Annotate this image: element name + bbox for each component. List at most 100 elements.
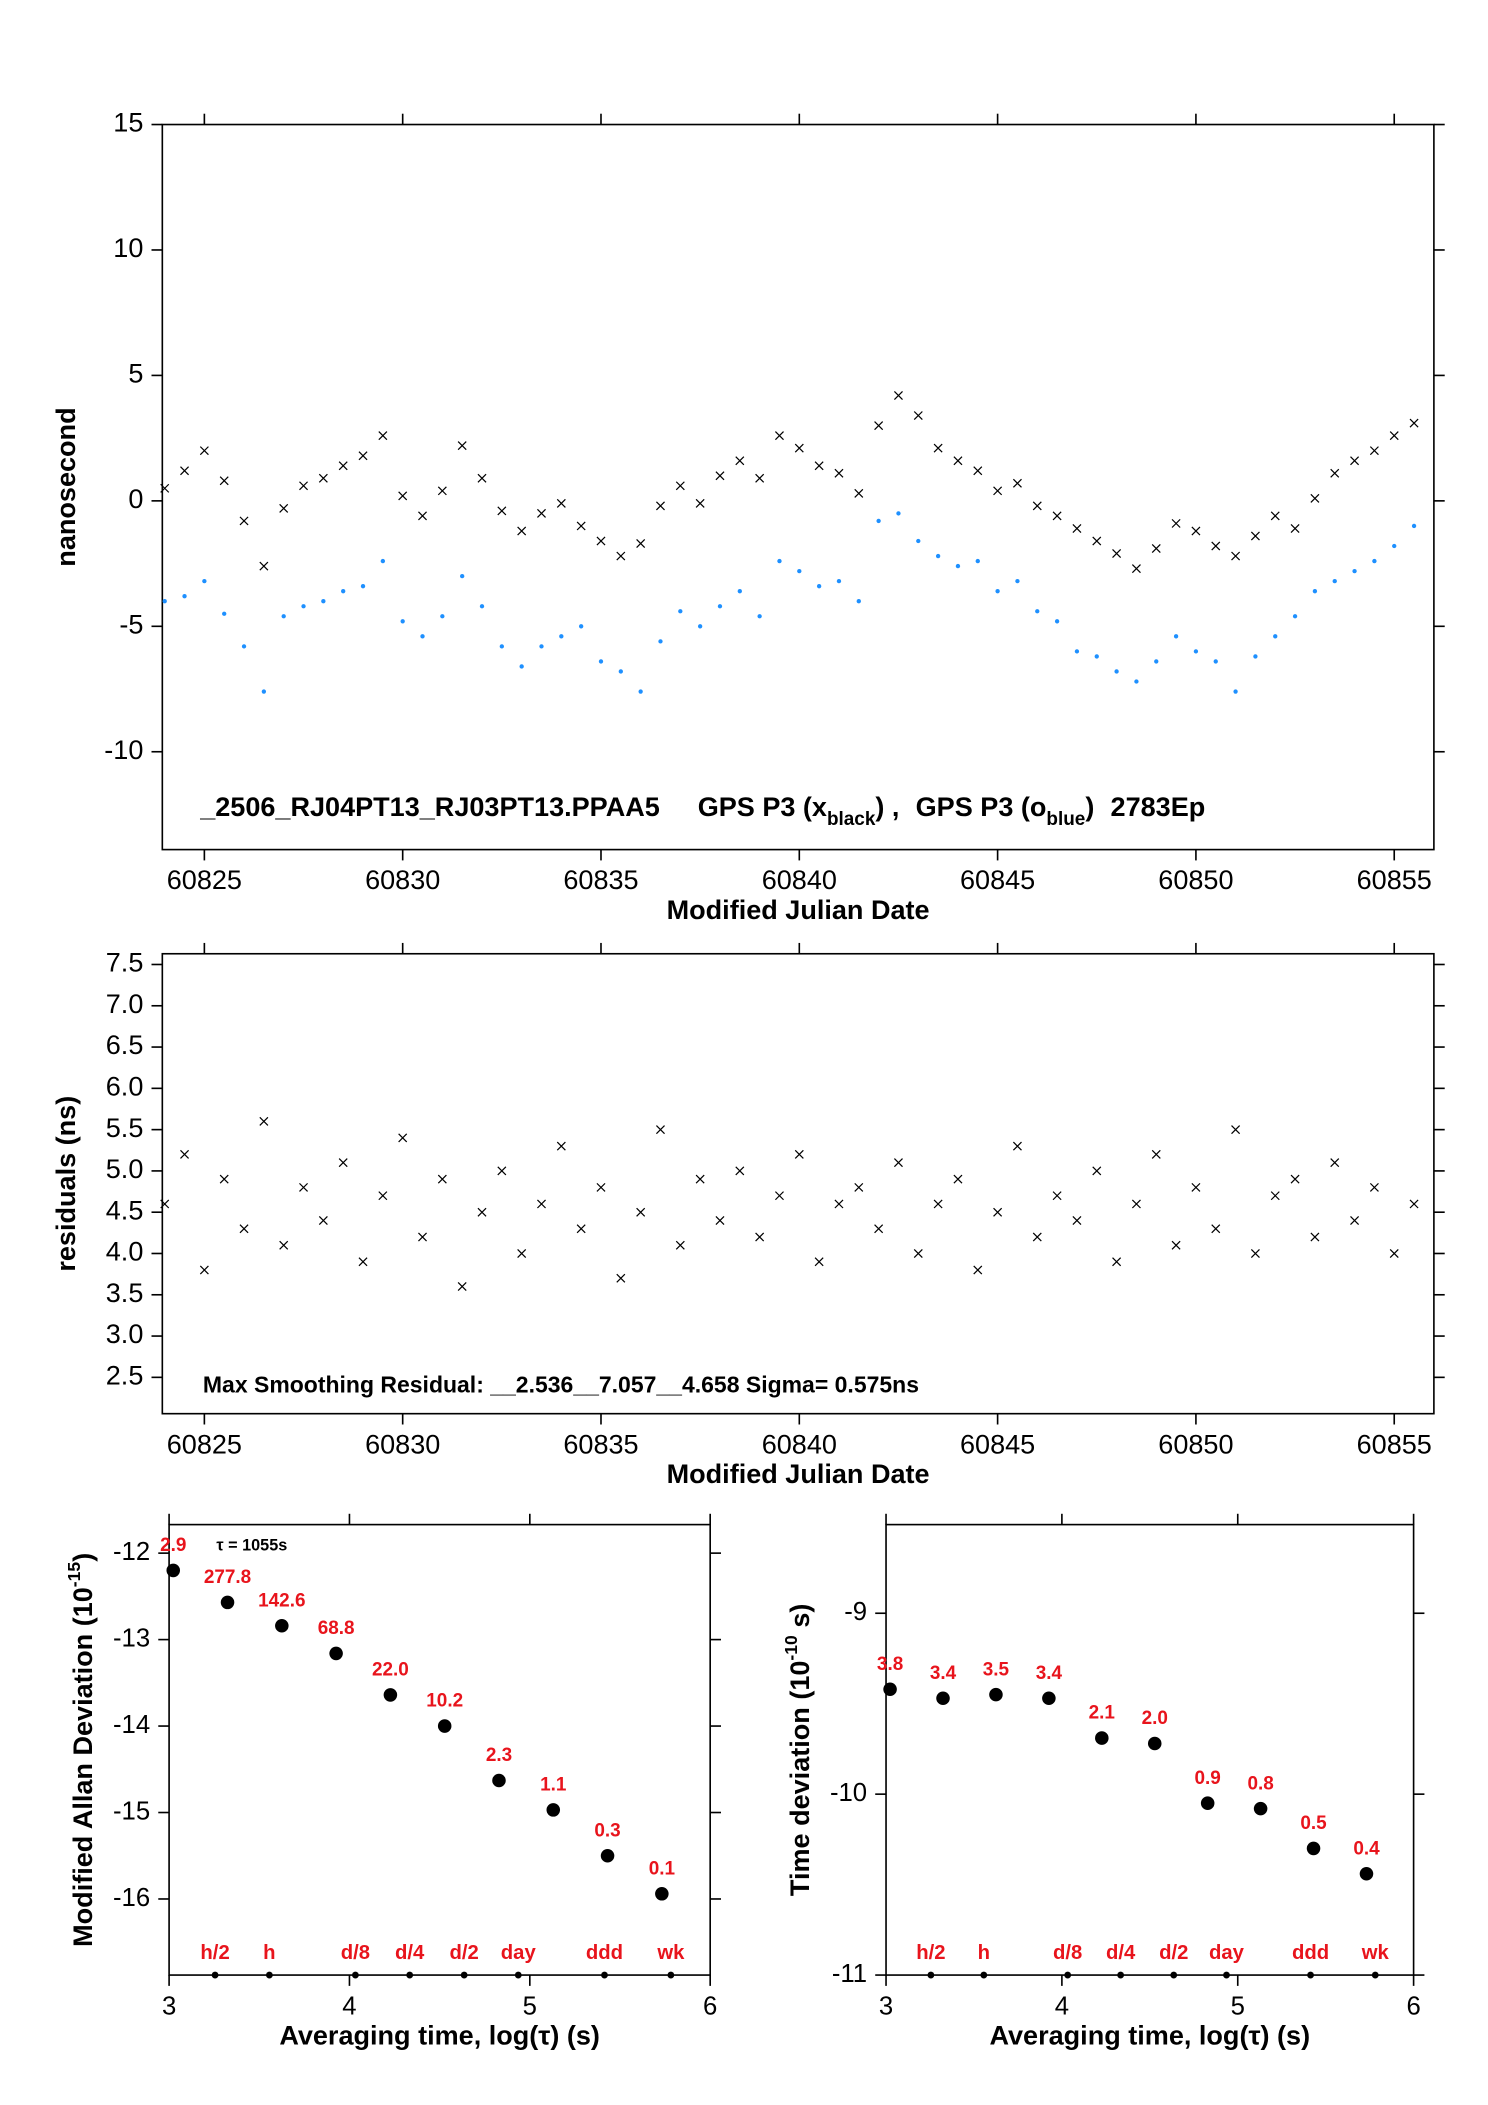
x-marker (953, 1174, 963, 1184)
point-label: 68.8 (318, 1618, 355, 1639)
tau-marker-label: h/2 (200, 1942, 229, 1964)
dot-marker (737, 589, 742, 594)
dot-marker (1035, 609, 1040, 614)
x-marker (517, 1248, 527, 1258)
point (492, 1773, 506, 1788)
dot-marker (717, 604, 723, 609)
x-marker (1330, 1158, 1340, 1168)
y-tick-label: 5.0 (106, 1154, 144, 1184)
dot-marker (896, 511, 901, 516)
x-marker (239, 1224, 249, 1234)
point (1095, 1731, 1109, 1745)
x-marker (576, 521, 586, 531)
y-tick-label: 7.0 (106, 989, 144, 1019)
point-label: 2.3 (486, 1745, 512, 1766)
legend-entry: blue (1046, 809, 1085, 830)
y-tick-label: 6.5 (106, 1030, 144, 1060)
x-marker (537, 1199, 546, 1209)
x-marker (1092, 536, 1102, 546)
y-tick-label: 7.5 (106, 948, 144, 978)
x-marker (1389, 1248, 1399, 1258)
x-tick-label: 60855 (1357, 1429, 1432, 1459)
tau-marker (1170, 1971, 1178, 1979)
x-marker (556, 1141, 566, 1151)
point-label: 2.1 (1089, 1703, 1115, 1724)
y-tick-label: -13 (113, 1624, 150, 1652)
x-marker (299, 481, 309, 491)
x-marker (735, 1166, 745, 1176)
dot-marker (678, 609, 683, 614)
point-label: 0.1 (649, 1858, 675, 1879)
dot-marker (261, 689, 267, 694)
x-tick-label: 60840 (762, 1429, 837, 1459)
point-label: 22.0 (372, 1660, 409, 1681)
tau-marker (406, 1971, 414, 1979)
x-tick-label: 3 (162, 1992, 176, 2020)
y-tick-label: 5.5 (106, 1113, 144, 1143)
x-marker (953, 456, 963, 466)
x-axis-label: Averaging time, log(τ) (s) (989, 2020, 1310, 2050)
point-label: 142.6 (258, 1590, 305, 1611)
x-tick-label: 60830 (365, 1429, 440, 1459)
annotation-part: 2783Ep (1111, 792, 1206, 822)
point-label: 10.2 (426, 1691, 463, 1712)
point-label: 3.5 (983, 1659, 1009, 1680)
dot-marker (757, 614, 762, 619)
tau-marker (1223, 1971, 1230, 1979)
point (546, 1803, 561, 1817)
x-marker (874, 421, 884, 431)
x-marker (556, 498, 566, 508)
x-marker (1012, 478, 1022, 488)
point (1042, 1691, 1056, 1706)
x-axis-label: Averaging time, log(τ) (s) (279, 2020, 600, 2050)
x-marker (457, 1282, 467, 1292)
dot-marker (1352, 568, 1357, 574)
dot-marker (341, 589, 346, 594)
x-tick-label: 60830 (365, 865, 440, 895)
tau-marker (514, 1971, 522, 1979)
x-marker (338, 461, 348, 471)
y-tick-label: 3.5 (106, 1278, 144, 1308)
x-marker (715, 471, 725, 481)
dot-marker (202, 578, 207, 584)
x-marker (1231, 1125, 1241, 1135)
x-tick-label: 60850 (1158, 1429, 1233, 1459)
x-marker (180, 466, 190, 476)
x-tick-label: 6 (1406, 1992, 1420, 2020)
y-tick-label: -12 (113, 1538, 150, 1566)
y-tick-label: -14 (113, 1711, 150, 1739)
x-marker (774, 431, 784, 441)
x-marker (259, 561, 269, 571)
dot-marker (658, 639, 663, 644)
y-tick-label: -10 (830, 1779, 867, 1807)
y-tick-label: -16 (113, 1884, 150, 1912)
y-tick-label: 3.0 (106, 1319, 144, 1349)
dot-marker (598, 659, 604, 664)
y-tick-label: 5 (128, 359, 143, 389)
tau-marker (1117, 1971, 1125, 1979)
tau-marker (927, 1971, 935, 1979)
point-label: 2.9 (160, 1535, 186, 1556)
x-marker (517, 526, 527, 536)
dot-marker (995, 589, 1000, 594)
x-marker (893, 390, 903, 400)
point (600, 1848, 615, 1863)
point-label: 0.8 (1247, 1773, 1273, 1794)
x-marker (1369, 1182, 1379, 1192)
point-label: 0.5 (1300, 1813, 1326, 1834)
x-marker (1330, 468, 1340, 478)
tau-marker-label: d/8 (341, 1942, 370, 1964)
dot-marker (777, 558, 782, 564)
x-tick-label: 4 (342, 1992, 356, 2020)
x-marker (1032, 501, 1042, 511)
x-marker (695, 498, 705, 508)
x-marker (1171, 518, 1181, 528)
x-marker (993, 486, 1003, 496)
dot-marker (1213, 659, 1218, 664)
y-tick-label: 10 (113, 233, 143, 263)
x-marker (1052, 1191, 1062, 1201)
plot-frame (885, 1523, 1415, 1976)
x-marker (418, 511, 427, 521)
point (1147, 1736, 1162, 1751)
